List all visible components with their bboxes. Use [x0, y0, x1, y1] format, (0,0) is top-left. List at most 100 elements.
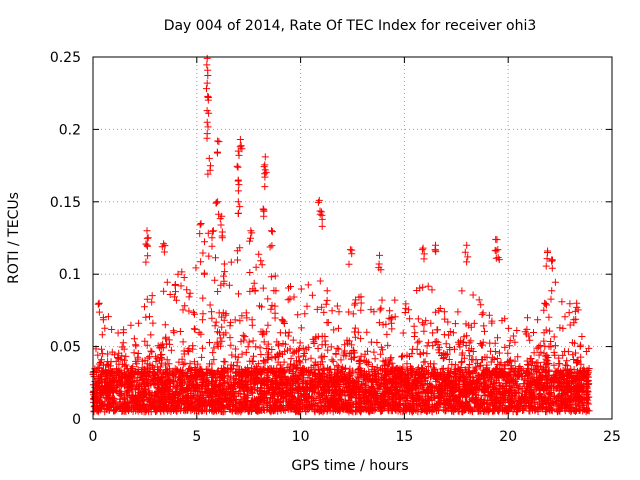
data-point — [292, 365, 300, 373]
data-point — [172, 296, 180, 304]
data-point — [288, 373, 296, 381]
data-point — [455, 388, 463, 395]
data-point — [308, 393, 316, 401]
data-point — [267, 305, 275, 313]
data-point — [345, 308, 353, 316]
data-point — [284, 296, 292, 304]
data-point — [565, 309, 573, 317]
data-point — [375, 381, 383, 389]
data-point — [451, 393, 459, 400]
data-point — [304, 386, 312, 394]
data-point — [244, 343, 252, 351]
data-point — [135, 319, 143, 327]
data-point — [274, 407, 282, 415]
data-point — [237, 406, 245, 414]
data-point — [221, 268, 229, 276]
data-point — [362, 376, 370, 384]
data-point — [285, 284, 292, 292]
data-point — [160, 384, 167, 392]
data-point — [181, 359, 189, 367]
data-point — [394, 402, 402, 410]
data-point — [386, 355, 394, 363]
data-point — [295, 408, 303, 416]
data-point — [440, 308, 448, 316]
data-point — [205, 380, 213, 388]
data-point — [460, 354, 468, 362]
data-point — [181, 302, 189, 310]
data-point — [388, 359, 396, 367]
data-point — [386, 307, 394, 315]
data-point — [570, 316, 578, 324]
data-point — [418, 383, 426, 391]
data-point — [268, 354, 276, 362]
data-point — [379, 321, 387, 329]
data-point — [134, 353, 142, 361]
data-point — [249, 389, 257, 397]
data-point — [212, 407, 220, 415]
data-point — [227, 318, 235, 326]
data-point — [388, 398, 396, 406]
data-point — [117, 387, 125, 395]
data-point — [141, 337, 149, 345]
data-point — [281, 348, 289, 356]
data-point — [439, 355, 447, 362]
data-point — [263, 345, 271, 352]
data-point — [111, 351, 119, 359]
data-point — [519, 372, 527, 380]
data-point — [175, 396, 182, 404]
data-point — [92, 366, 100, 374]
data-point — [397, 368, 405, 376]
data-point — [385, 407, 393, 415]
data-point — [270, 392, 278, 400]
data-point — [165, 336, 173, 344]
data-point — [357, 306, 365, 314]
data-point — [271, 314, 279, 322]
data-point — [432, 338, 440, 345]
data-point — [396, 369, 404, 377]
data-point — [533, 344, 541, 352]
data-point — [156, 363, 164, 371]
data-point — [345, 402, 353, 410]
chart-title: Day 004 of 2014, Rate Of TEC Index for r… — [164, 18, 537, 34]
data-point — [241, 333, 249, 341]
data-point — [316, 370, 324, 378]
data-point — [542, 408, 549, 416]
data-point — [232, 353, 240, 361]
data-point — [330, 377, 338, 385]
data-point — [391, 296, 399, 304]
data-point — [314, 333, 322, 341]
data-point — [578, 387, 586, 395]
data-point — [157, 395, 165, 403]
data-point — [282, 395, 290, 403]
data-point — [476, 362, 484, 370]
data-point — [214, 400, 222, 408]
data-point — [525, 369, 533, 377]
data-point — [422, 317, 430, 325]
data-point — [414, 315, 422, 323]
data-point — [184, 406, 192, 414]
data-point — [580, 368, 588, 376]
data-point — [572, 349, 579, 357]
data-point — [281, 372, 289, 380]
data-point — [463, 388, 471, 396]
data-point — [197, 330, 205, 338]
data-point — [167, 346, 175, 354]
data-point — [157, 354, 165, 361]
data-point — [341, 341, 349, 349]
data-point — [493, 355, 501, 362]
data-point — [270, 287, 278, 295]
data-point — [428, 389, 436, 397]
data-point — [352, 296, 360, 304]
data-point — [118, 352, 126, 360]
data-point — [524, 384, 531, 392]
data-point — [276, 329, 284, 337]
data-point — [380, 380, 388, 387]
data-point — [276, 389, 284, 397]
data-point — [303, 302, 311, 310]
data-point — [257, 257, 265, 265]
data-point — [171, 293, 179, 301]
data-point — [349, 310, 357, 318]
data-point — [94, 380, 102, 388]
data-point — [148, 292, 156, 300]
data-point — [577, 381, 585, 389]
